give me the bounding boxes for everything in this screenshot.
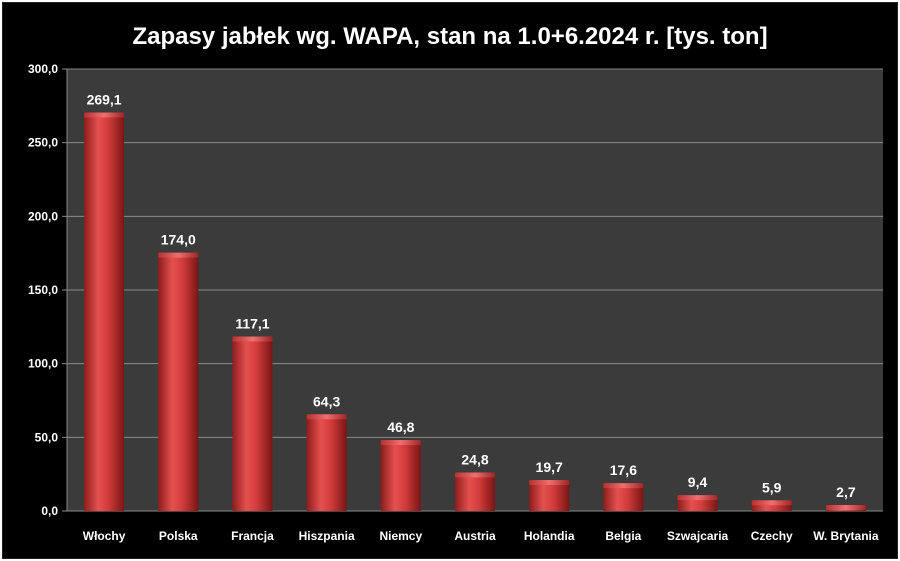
x-tick-label: Czechy: [751, 529, 793, 543]
bar: [751, 502, 792, 511]
bar-cap: [677, 495, 718, 501]
bar: [306, 416, 347, 511]
x-tick-label: Hiszpania: [299, 529, 355, 543]
y-tick-label: 100,0: [28, 357, 58, 371]
data-label: 269,1: [87, 92, 122, 108]
bar: [455, 474, 495, 511]
bar-cap: [84, 112, 125, 118]
data-label: 9,4: [688, 474, 708, 490]
bar-cap: [455, 472, 495, 478]
x-axis-ticks: Włochy Polska Francja Hiszpania Niemcy Austri…: [83, 529, 879, 543]
bar: [529, 481, 570, 511]
bar: [232, 338, 273, 511]
bar: [677, 497, 718, 511]
x-tick-label: Francja: [231, 529, 274, 543]
x-tick-label: Belgia: [605, 529, 641, 543]
bar-cap: [306, 414, 347, 420]
data-label: 2,7: [836, 484, 856, 500]
bar-cap: [529, 479, 570, 485]
y-tick-label: 50,0: [35, 430, 59, 444]
x-tick-label: W. Brytania: [813, 529, 879, 543]
x-tick-label: Szwajcaria: [667, 529, 729, 543]
y-tick-label: 250,0: [28, 136, 58, 150]
x-tick-label: Włochy: [83, 529, 126, 543]
bar-cap: [380, 440, 421, 446]
grid-lines: [62, 68, 883, 512]
y-tick-label: 300,0: [28, 62, 58, 76]
data-labels: 269,1 174,0 117,1 64,3 46,8 24,8 19,7 17,6 9,4 5,…: [87, 92, 856, 500]
x-tick-label: Niemcy: [379, 529, 422, 543]
bar: [603, 485, 644, 511]
x-tick-label: Austria: [454, 529, 496, 543]
bar-cap: [751, 500, 792, 506]
bars: [84, 112, 866, 511]
data-label: 46,8: [387, 419, 414, 435]
data-label: 17,6: [610, 462, 637, 478]
bar-cap: [232, 336, 273, 342]
bar: [380, 442, 421, 511]
y-tick-label: 0,0: [41, 504, 58, 518]
bar-cap: [825, 505, 866, 511]
y-tick-label: 200,0: [28, 209, 58, 223]
chart-title: Zapasy jabłek wg. WAPA, stan na 1.0+6.20…: [132, 23, 767, 50]
bar-chart: Zapasy jabłek wg. WAPA, stan na 1.0+6.20…: [28, 23, 883, 543]
data-label: 64,3: [313, 393, 340, 409]
x-tick-label: Holandia: [524, 529, 575, 543]
x-tick-label: Polska: [159, 529, 198, 543]
bar: [158, 254, 199, 511]
data-label: 24,8: [461, 451, 488, 467]
data-label: 174,0: [161, 232, 196, 248]
bar-cap: [603, 483, 644, 489]
bar: [84, 114, 125, 511]
data-label: 117,1: [235, 315, 269, 331]
bar-cap: [158, 252, 199, 258]
data-label: 5,9: [762, 479, 782, 495]
y-tick-label: 150,0: [28, 283, 58, 297]
data-label: 19,7: [536, 459, 563, 475]
y-axis-ticks: 0,0 50,0 100,0 150,0 200,0 250,0 300,0: [28, 62, 58, 518]
